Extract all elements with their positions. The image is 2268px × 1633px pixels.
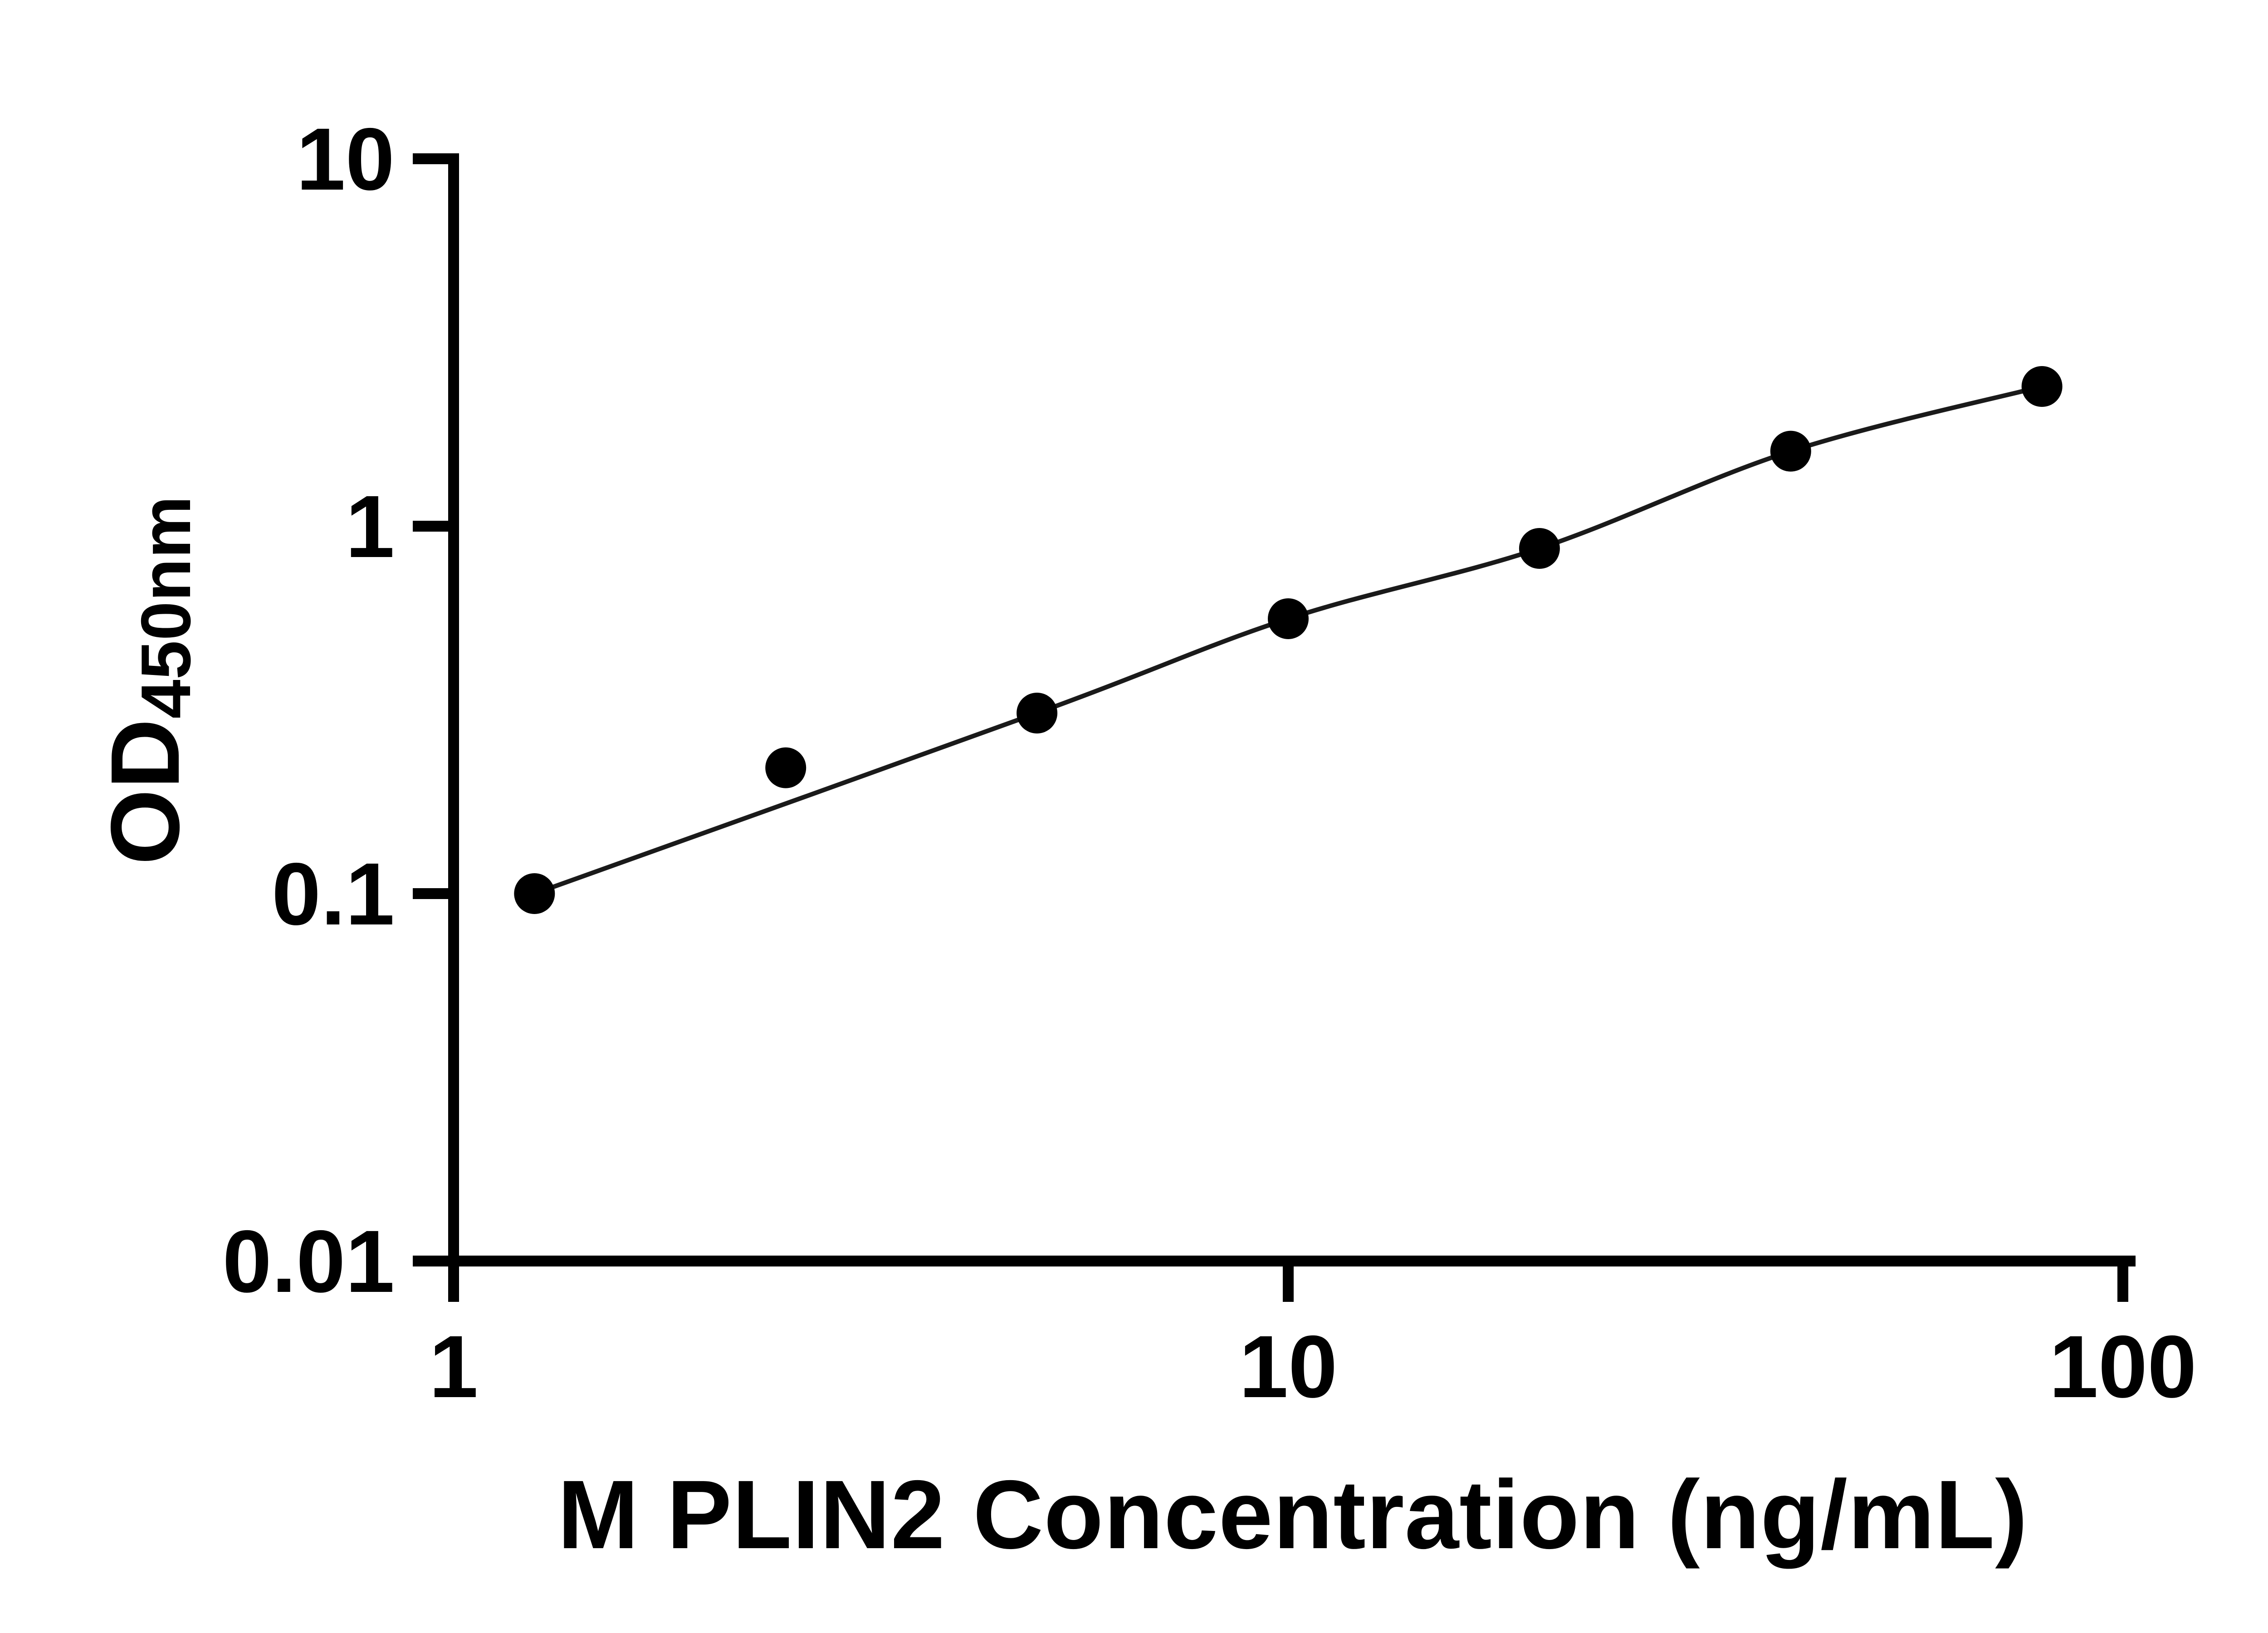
data-point — [1268, 598, 1309, 639]
data-point — [2021, 366, 2063, 407]
x-tick-label: 1 — [429, 1317, 478, 1416]
data-point — [1519, 528, 1560, 569]
x-tick-label: 100 — [2049, 1317, 2196, 1416]
data-point — [1017, 692, 1058, 733]
data-point — [765, 747, 807, 788]
y-tick-label: 10 — [296, 110, 395, 209]
data-point — [514, 873, 555, 914]
x-axis-title: M PLIN2 Concentration (ng/mL) — [557, 1460, 2028, 1569]
y-tick-label: 1 — [346, 477, 395, 576]
y-axis-title: OD450nm — [89, 496, 205, 865]
x-tick-label: 10 — [1239, 1317, 1338, 1416]
y-tick-label: 0.1 — [272, 845, 395, 944]
y-tick-label: 0.01 — [222, 1212, 395, 1311]
y-axis-title-subscript: 450nm — [126, 496, 205, 719]
y-axis-title-main: OD — [90, 719, 200, 865]
data-point — [1770, 430, 1811, 472]
trend-line — [533, 384, 2043, 896]
